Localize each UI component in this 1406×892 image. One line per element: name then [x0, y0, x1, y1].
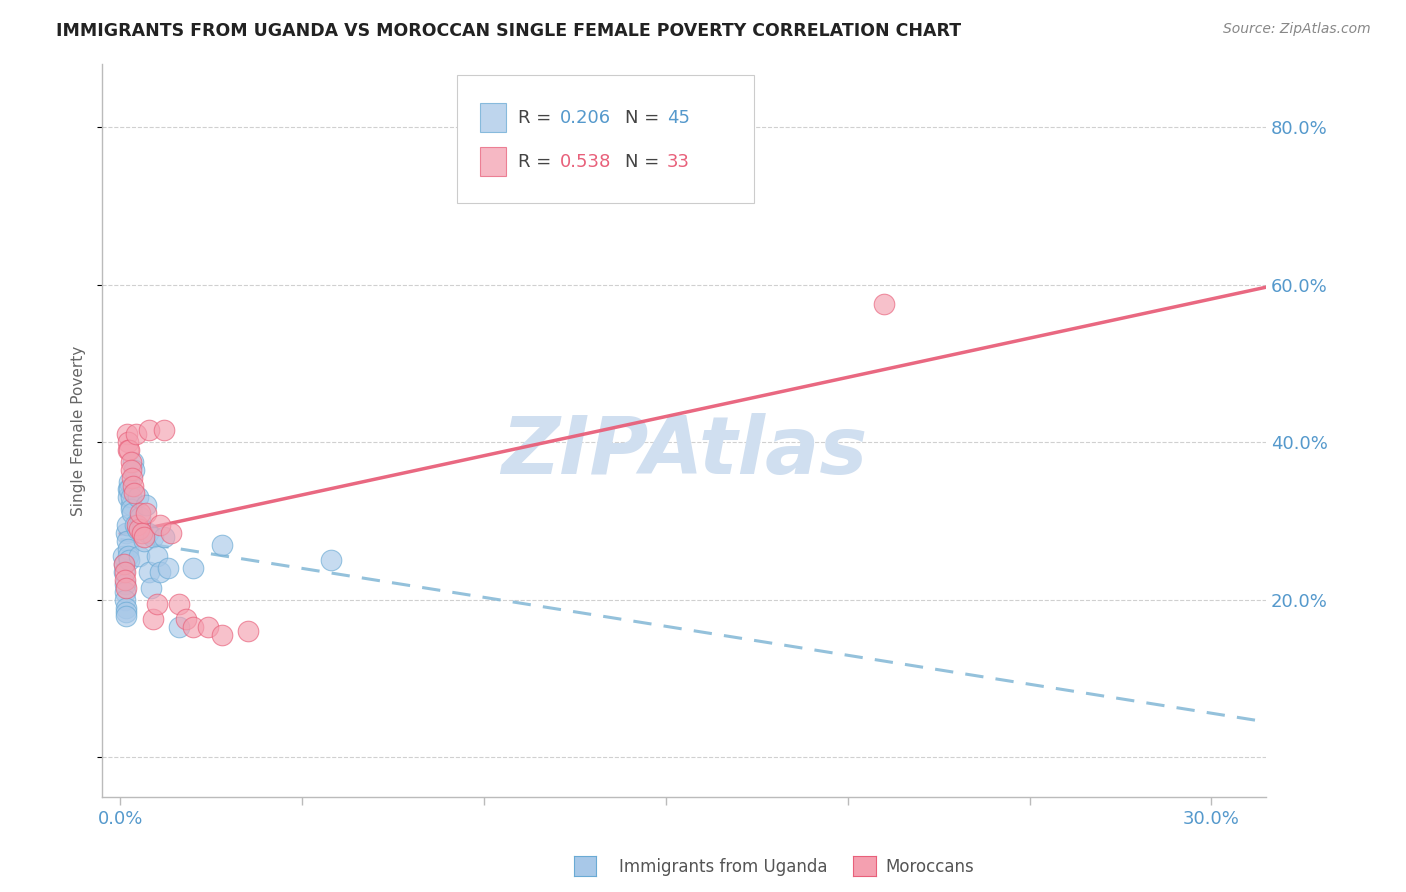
Point [149, 518, 172, 533]
Point [115, 525, 138, 540]
Point [128, 549, 150, 564]
Point [149, 565, 172, 579]
Point [138, 424, 160, 438]
Text: 0.206: 0.206 [560, 109, 610, 127]
Point [135, 506, 157, 520]
Text: ZIPAtlas: ZIPAtlas [501, 413, 868, 491]
Point [117, 491, 139, 505]
Point [122, 463, 145, 477]
Point [124, 427, 146, 442]
Point [115, 608, 138, 623]
Point [115, 600, 138, 615]
Point [145, 549, 167, 564]
Text: 45: 45 [666, 109, 690, 127]
Point [197, 620, 219, 634]
Bar [481, 147, 506, 176]
FancyBboxPatch shape [457, 75, 754, 203]
Point [211, 538, 233, 552]
Text: IMMIGRANTS FROM UGANDA VS MOROCCAN SINGLE FEMALE POVERTY CORRELATION CHART: IMMIGRANTS FROM UGANDA VS MOROCCAN SINGL… [56, 22, 962, 40]
Point [115, 605, 138, 619]
Point [122, 486, 145, 500]
Point [118, 443, 141, 458]
Point [873, 297, 896, 311]
Bar [481, 103, 506, 132]
Point [117, 435, 139, 450]
Point [128, 522, 150, 536]
Point [120, 455, 142, 469]
Text: Immigrants from Uganda: Immigrants from Uganda [619, 858, 827, 876]
Point [117, 549, 139, 564]
Point [132, 530, 155, 544]
Text: N =: N = [624, 109, 665, 127]
Point [115, 427, 138, 442]
Point [117, 541, 139, 556]
Point [321, 553, 343, 567]
Point [112, 558, 135, 572]
Point [153, 530, 176, 544]
Point [118, 475, 141, 489]
Point [121, 506, 143, 520]
Point [120, 491, 142, 505]
Point [174, 612, 197, 626]
Point [117, 443, 139, 458]
Point [141, 581, 163, 595]
Point [118, 483, 141, 497]
Point [129, 506, 152, 520]
Point [135, 498, 157, 512]
Point [181, 561, 204, 575]
Point [125, 522, 148, 536]
Point [127, 491, 149, 505]
Point [117, 483, 139, 497]
Point [120, 498, 142, 512]
Point [211, 628, 233, 642]
Point [142, 530, 165, 544]
Point [131, 525, 153, 540]
Text: Source: ZipAtlas.com: Source: ZipAtlas.com [1223, 22, 1371, 37]
Point [114, 577, 136, 591]
Text: 0.538: 0.538 [560, 153, 612, 170]
Point [118, 553, 141, 567]
Point [114, 565, 136, 579]
Point [114, 585, 136, 599]
Text: R =: R = [517, 109, 557, 127]
Y-axis label: Single Female Poverty: Single Female Poverty [72, 345, 86, 516]
Point [132, 533, 155, 548]
Point [121, 471, 143, 485]
Point [114, 592, 136, 607]
Point [120, 502, 142, 516]
Point [129, 510, 152, 524]
Point [115, 581, 138, 595]
Point [136, 525, 159, 540]
Point [112, 558, 135, 572]
Point [114, 573, 136, 587]
Point [160, 525, 183, 540]
Point [142, 612, 165, 626]
Point [153, 424, 176, 438]
Point [122, 478, 145, 492]
Point [124, 518, 146, 533]
Point [181, 620, 204, 634]
Point [112, 565, 135, 579]
Point [236, 624, 259, 639]
Text: Moroccans: Moroccans [886, 858, 974, 876]
Point [120, 463, 142, 477]
Text: R =: R = [517, 153, 557, 170]
Point [156, 561, 179, 575]
Point [115, 518, 138, 533]
Point [115, 533, 138, 548]
Text: N =: N = [624, 153, 665, 170]
Point [112, 549, 135, 564]
Point [167, 620, 190, 634]
Point [131, 522, 153, 536]
Point [125, 518, 148, 533]
Point [167, 597, 190, 611]
Point [145, 597, 167, 611]
Point [122, 455, 145, 469]
Point [138, 565, 160, 579]
Text: 33: 33 [666, 153, 690, 170]
